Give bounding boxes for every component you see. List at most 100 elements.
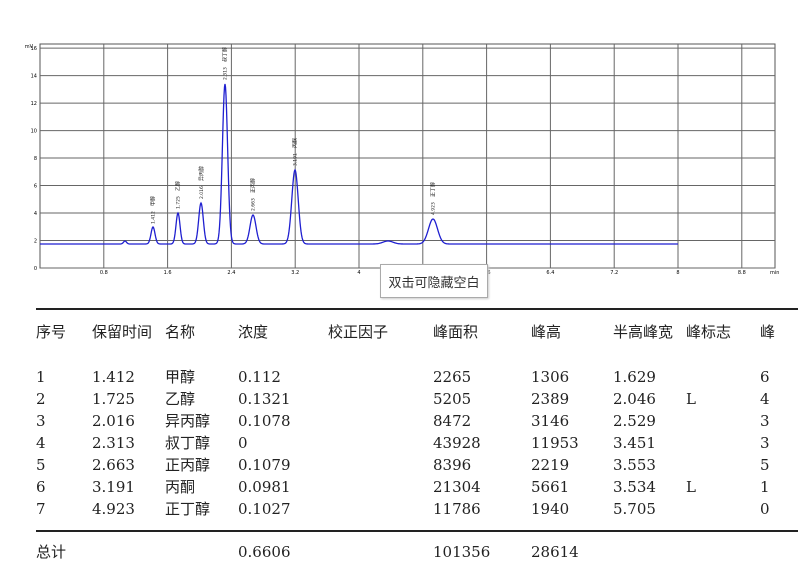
- cell-width: 3.534: [613, 478, 656, 496]
- column-header: 浓度: [238, 323, 269, 341]
- column-header: 名称: [165, 323, 196, 341]
- peak-name: 异丙醇: [198, 166, 205, 181]
- cell-time: 2.016: [92, 412, 135, 430]
- y-tick-label: 8: [34, 156, 37, 162]
- chromatogram: mV min 0.81.62.43.244.85.66.47.288.80246…: [25, 43, 779, 276]
- cell-last: 1: [760, 478, 770, 496]
- x-tick-label: 0.8: [100, 270, 108, 276]
- x-tick-label: 8.8: [738, 270, 746, 276]
- peak-time: 1.412: [151, 211, 157, 224]
- y-tick-label: 2: [34, 239, 37, 245]
- column-header: 半高峰宽: [613, 323, 674, 341]
- table-top-rule: [36, 308, 798, 310]
- cell-area: 43928: [433, 434, 481, 452]
- y-tick-label: 10: [31, 129, 37, 135]
- x-tick-label: 6.4: [546, 270, 554, 276]
- cell-time: 3.191: [92, 478, 135, 496]
- cell-width: 5.705: [613, 500, 656, 518]
- y-tick-label: 6: [34, 184, 37, 190]
- cell-conc: 0: [238, 434, 248, 452]
- cell-width: 2.046: [613, 390, 656, 408]
- column-header: 校正因子: [328, 323, 389, 341]
- peak-label: 2.313 叔丁醇: [221, 47, 228, 80]
- cell-no: 2: [36, 390, 46, 408]
- peak-label: 1.412 甲醇: [150, 196, 157, 224]
- cell-area: 2265: [433, 368, 472, 386]
- peak-name: 丙酮: [292, 138, 298, 148]
- peak-time: 2.016: [199, 186, 205, 199]
- cell-no: 6: [36, 478, 46, 496]
- peak-name: 正丁醇: [430, 182, 437, 197]
- peak-label: 2.016 异丙醇: [198, 166, 205, 199]
- cell-height: 11953: [531, 434, 579, 452]
- x-tick-label: 2.4: [227, 270, 235, 276]
- peak-name: 正丙醇: [249, 178, 256, 193]
- cell-height: 5661: [531, 478, 570, 496]
- cell-time: 2.313: [92, 434, 135, 452]
- cell-name: 正丁醇: [165, 500, 211, 518]
- cell-no: 1: [36, 368, 46, 386]
- column-header: 序号: [36, 323, 67, 341]
- peak-label: 2.663 正丙醇: [249, 178, 256, 211]
- cell-conc: 0.1027: [238, 500, 291, 518]
- peak-time: 2.663: [250, 198, 256, 211]
- x-tick-label: 1.6: [164, 270, 172, 276]
- x-tick-label: 4: [357, 270, 360, 276]
- cell-height: 1940: [531, 500, 570, 518]
- cell-name: 正丙醇: [165, 456, 211, 474]
- cell-conc: 0.112: [238, 368, 281, 386]
- cell-no: 3: [36, 412, 46, 430]
- peak-time: 4.923: [431, 202, 437, 215]
- y-tick-label: 14: [31, 74, 37, 80]
- total-conc: 0.6606: [238, 543, 291, 561]
- cell-flag: L: [686, 390, 696, 408]
- x-tick-label: 7.2: [610, 270, 618, 276]
- cell-width: 3.451: [613, 434, 656, 452]
- cell-width: 3.553: [613, 456, 656, 474]
- cell-height: 2219: [531, 456, 570, 474]
- peak-label: 1.725 乙醇: [175, 181, 182, 209]
- peak-name: 乙醇: [175, 181, 182, 191]
- cell-no: 5: [36, 456, 46, 474]
- cell-conc: 0.1079: [238, 456, 291, 474]
- cell-no: 4: [36, 434, 46, 452]
- column-header: 保留时间: [92, 323, 153, 341]
- plot-frame: [39, 43, 776, 269]
- peak-label: 3.191 丙酮: [292, 138, 298, 166]
- y-tick-label: 12: [31, 101, 37, 107]
- cell-width: 1.629: [613, 368, 656, 386]
- y-tick-label: 0: [34, 266, 37, 272]
- cell-name: 异丙醇: [165, 412, 211, 430]
- cell-last: 6: [760, 368, 770, 386]
- total-height: 28614: [531, 543, 579, 561]
- peak-name: 甲醇: [150, 196, 157, 206]
- x-tick-label: 8: [676, 270, 679, 276]
- cell-area: 8396: [433, 456, 472, 474]
- cell-no: 7: [36, 500, 46, 518]
- cell-time: 2.663: [92, 456, 135, 474]
- cell-area: 11786: [433, 500, 481, 518]
- cell-area: 21304: [433, 478, 481, 496]
- column-header: 峰标志: [686, 323, 732, 341]
- x-axis-label: min: [770, 270, 779, 276]
- cell-last: 3: [760, 434, 770, 452]
- cell-height: 1306: [531, 368, 570, 386]
- y-tick-label: 16: [31, 46, 37, 52]
- peak-time: 3.191: [292, 153, 298, 166]
- cell-conc: 0.1321: [238, 390, 291, 408]
- column-header: 峰面积: [433, 323, 479, 341]
- cell-area: 5205: [433, 390, 472, 408]
- peak-label: 4.923 正丁醇: [430, 182, 437, 215]
- tooltip: 双击可隐藏空白: [380, 264, 488, 298]
- column-header: 峰高: [531, 323, 562, 341]
- total-area: 101356: [433, 543, 491, 561]
- cell-height: 3146: [531, 412, 570, 430]
- peak-name: 叔丁醇: [221, 47, 228, 62]
- cell-conc: 0.0981: [238, 478, 291, 496]
- peak-time: 1.725: [176, 196, 182, 209]
- y-tick-label: 4: [34, 211, 37, 217]
- cell-name: 甲醇: [165, 368, 196, 386]
- cell-last: 3: [760, 412, 770, 430]
- x-tick-label: 3.2: [291, 270, 299, 276]
